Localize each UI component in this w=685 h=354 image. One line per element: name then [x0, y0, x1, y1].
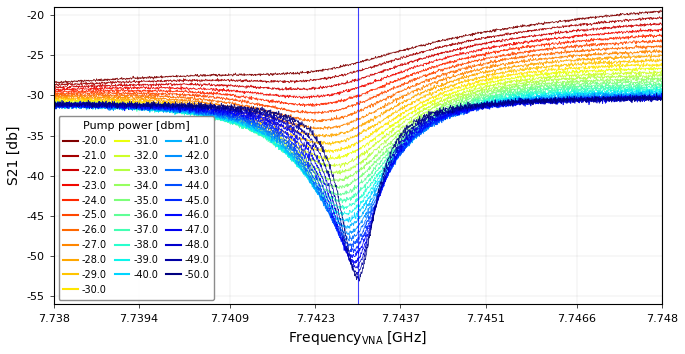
X-axis label: Frequency$_{\rm VNA}$ [GHz]: Frequency$_{\rm VNA}$ [GHz] [288, 329, 427, 347]
Y-axis label: S21 [db]: S21 [db] [7, 126, 21, 185]
Legend: -20.0, -21.0, -22.0, -23.0, -24.0, -25.0, -26.0, -27.0, -28.0, -29.0, -30.0, -31: -20.0, -21.0, -22.0, -23.0, -24.0, -25.0… [58, 116, 214, 299]
